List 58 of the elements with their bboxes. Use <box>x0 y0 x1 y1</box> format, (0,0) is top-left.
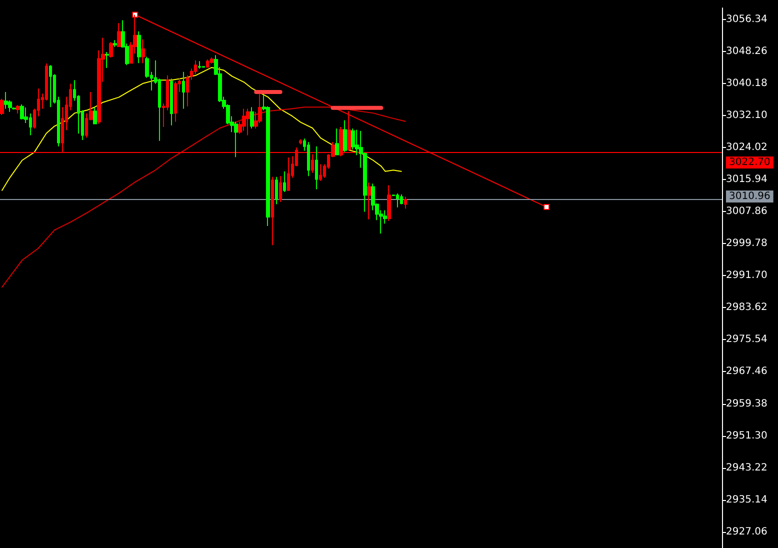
candlestick <box>250 106 254 130</box>
y-tick-label: 3015.94 <box>726 174 768 186</box>
line-series <box>2 106 406 288</box>
candlestick <box>113 40 117 48</box>
ref-line-label: 3022.70 <box>729 156 770 168</box>
y-tick-label: 2983.62 <box>726 302 768 314</box>
candlestick <box>242 108 246 132</box>
y-tick-label: 3056.34 <box>726 14 768 25</box>
candlestick <box>396 193 399 208</box>
y-tick-label: 2959.38 <box>726 398 768 410</box>
candlestick <box>307 142 310 177</box>
candlestick <box>109 42 113 58</box>
candlestick <box>0 98 4 116</box>
candlestick <box>4 92 8 110</box>
y-tick-label: 2943.22 <box>726 462 768 474</box>
candlestick <box>275 176 278 205</box>
y-tick-label: 2999.78 <box>726 238 768 250</box>
candlestick <box>174 81 177 122</box>
y-tick-label: 3048.26 <box>726 46 768 57</box>
candlestick <box>198 60 201 70</box>
y-tick-label: 3007.86 <box>726 206 768 218</box>
candlestick <box>186 74 189 107</box>
candlestick <box>387 184 391 222</box>
y-tick-label: 3040.18 <box>726 78 768 89</box>
y-tick-label: 3032.10 <box>726 110 768 121</box>
candlestick <box>343 120 347 152</box>
y-tick-label: 2975.54 <box>726 334 768 346</box>
y-tick-label: 2951.30 <box>726 430 768 442</box>
y-tick-label: 2967.46 <box>726 366 768 378</box>
candlestick <box>287 156 290 192</box>
candlestick <box>335 128 339 156</box>
y-tick-label: 2991.70 <box>726 270 768 282</box>
candlestick <box>20 104 24 120</box>
candlestick <box>279 176 282 202</box>
candlestick <box>93 107 97 125</box>
candlestick <box>283 170 286 192</box>
candlestick <box>170 78 173 126</box>
candlestick <box>182 71 185 110</box>
candlestick <box>210 57 214 64</box>
candlestick <box>404 196 407 210</box>
candlestick <box>105 52 109 68</box>
candlestick <box>16 104 20 114</box>
candlestick <box>246 108 250 136</box>
candlestick <box>400 194 403 205</box>
candlestick <box>271 176 274 246</box>
y-tick-label: 2935.14 <box>726 494 768 506</box>
y-tick-label: 2927.06 <box>726 526 768 538</box>
candlestick <box>367 182 371 220</box>
candlestick <box>117 22 121 48</box>
candlestick <box>137 30 141 64</box>
candlestick <box>141 38 145 64</box>
y-tick-label: 3024.02 <box>726 142 768 153</box>
candlestick <box>49 64 52 108</box>
line-series <box>2 66 402 191</box>
candlestick <box>315 146 318 190</box>
ref-line-label: 3010.96 <box>729 191 770 202</box>
candlestick <box>299 138 302 145</box>
candlestick <box>319 164 322 182</box>
